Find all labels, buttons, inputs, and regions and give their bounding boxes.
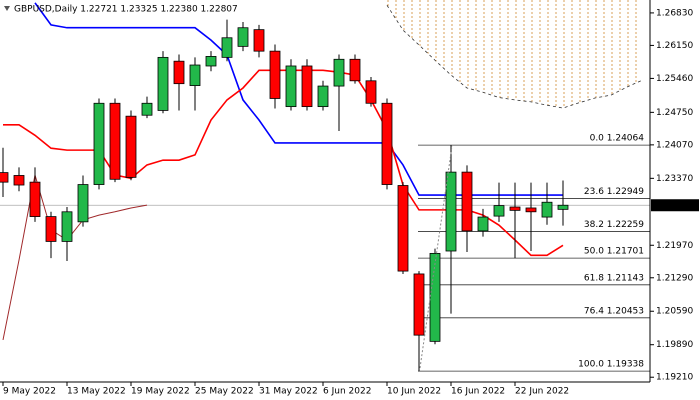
candle-body [61, 211, 73, 242]
fib-level-label: 23.6 1.22949 [584, 187, 644, 197]
chart-title: GBPUSD,Daily 1.22721 1.23325 1.22380 1.2… [14, 5, 238, 15]
candle-body [317, 85, 329, 108]
candle-body [333, 58, 345, 87]
candle-body [349, 58, 361, 82]
candle-body [29, 181, 41, 217]
y-tick-label: 1.24070 [656, 140, 693, 150]
candle-body [461, 171, 473, 232]
x-tick-label: 22 Jun 2022 [515, 387, 569, 397]
fib-level-label: 0.0 1.24064 [590, 134, 645, 144]
candle-body [365, 80, 377, 104]
cloud-area [387, 0, 643, 109]
candle-body [157, 56, 169, 111]
fib-level-label: 38.2 1.22259 [584, 220, 644, 230]
candle-body [45, 216, 57, 242]
x-tick-label: 13 May 2022 [67, 387, 126, 397]
candle-body [429, 252, 441, 342]
candle-body [301, 65, 313, 108]
y-tick-label: 1.24750 [656, 108, 693, 118]
candle-body [413, 273, 425, 336]
y-tick-label: 1.20590 [656, 307, 693, 317]
candle-body [93, 102, 105, 185]
current-price-box [651, 199, 699, 212]
y-tick-label: 1.23370 [656, 174, 693, 184]
y-tick-label: 1.26150 [656, 41, 693, 51]
candle-body [173, 60, 185, 85]
y-tick-label: 1.21290 [656, 273, 693, 283]
candle-body [221, 37, 233, 58]
indicator-line [2, 174, 148, 341]
candle-body [205, 56, 217, 67]
candle-body [285, 65, 297, 108]
cloud-edge [386, 5, 644, 109]
x-tick-label: 16 Jun 2022 [451, 387, 505, 397]
candle-body [189, 64, 201, 86]
y-tick-label: 1.26830 [656, 8, 693, 18]
candle-body [493, 205, 505, 217]
x-tick-label: 10 Jun 2022 [387, 387, 441, 397]
fib-level-label: 76.4 1.20453 [584, 306, 644, 316]
candle-body [141, 102, 153, 116]
x-tick-label: 25 May 2022 [195, 387, 254, 397]
candle-body [109, 102, 121, 180]
candle-body [541, 201, 553, 218]
y-tick-label: 1.19210 [656, 373, 693, 383]
x-tick-label: 31 May 2022 [259, 387, 318, 397]
y-tick-label: 1.25460 [656, 74, 693, 84]
candle-body [397, 185, 409, 272]
plot-area [0, 0, 650, 372]
current-price-label: 1.22807 [656, 201, 693, 211]
y-tick-label: 1.21970 [656, 241, 693, 251]
fib-trend-line [419, 145, 453, 369]
indicator-line [34, 2, 563, 196]
fib-level-label: 50.0 1.21701 [584, 247, 644, 257]
x-tick-label: 9 May 2022 [3, 387, 56, 397]
candle-body [77, 184, 89, 223]
candle-body [253, 29, 265, 52]
fib-level-label: 61.8 1.21143 [584, 273, 644, 283]
candle-body [125, 115, 137, 178]
candle-body [13, 175, 25, 186]
candle-body [269, 50, 281, 99]
y-tick-label: 1.19890 [656, 340, 693, 350]
candle-body [445, 171, 457, 252]
fib-level-label: 100.0 1.19338 [578, 360, 644, 370]
candle-body [381, 102, 393, 185]
candle-body [525, 207, 537, 213]
candle-body [557, 204, 569, 210]
candle-body [237, 27, 249, 47]
x-tick-label: 6 Jun 2022 [323, 387, 371, 397]
candle-body [0, 172, 9, 183]
x-tick-label: 19 May 2022 [131, 387, 190, 397]
candle-body [509, 206, 521, 211]
candle-body [477, 216, 489, 232]
title-icon [4, 6, 10, 11]
